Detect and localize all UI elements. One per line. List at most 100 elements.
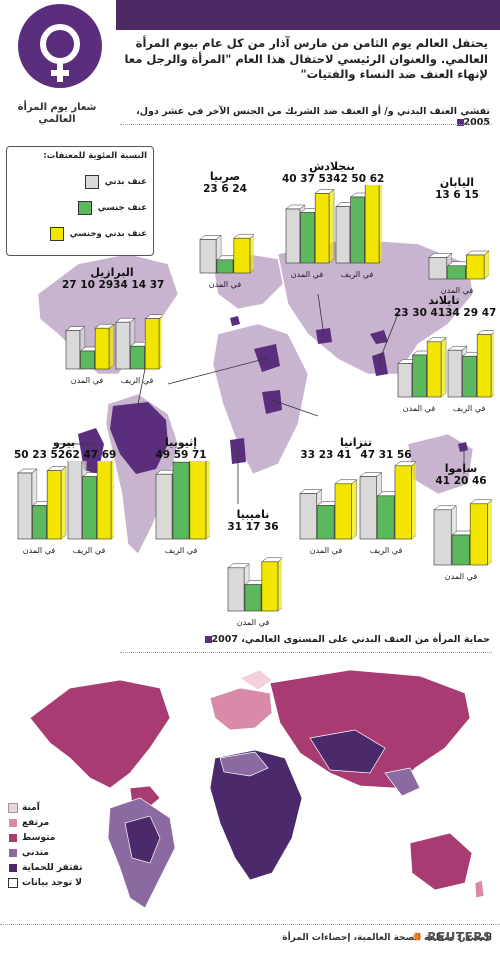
bar [335,206,351,264]
country-bar-chart: في المدن في الريف [299,461,418,555]
country-cluster: ناميبيا 31 17 36 في المدن [224,508,284,637]
country-bar-chart: في المدن في الريف [17,445,117,555]
country-bar-chart: في المدن [433,499,494,581]
bar [244,584,262,612]
legend-title: النسبة المئوية للمعنفات: [43,151,147,161]
bar [82,476,97,540]
legend-label: عنف بدني وجنسي [69,229,147,239]
bar [144,318,160,370]
country-cluster: بنجلادش 40 37 53 42 50 62 في المدن في الريف [282,160,385,289]
country-name: إثيوبيا [164,436,198,449]
bar-side [490,330,497,398]
logo-caption: شعار يوم المرأة العالمي [17,102,97,125]
divider [120,652,492,653]
bar-side [351,479,357,540]
setting-label: في المدن [209,280,242,289]
setting-label: في المدن [71,376,104,385]
country-cluster: بيرو 50 23 52 62 47 69 في المدن في الريف [14,436,117,565]
group-values: 31 17 36 [227,521,279,533]
swatch-icon [8,817,18,828]
cube-swatch-icon [49,227,64,241]
swatch-icon [8,802,18,813]
bar [394,465,412,540]
bullet-square-icon [456,119,464,126]
group-values: 47 31 56 [360,449,412,461]
bar [17,472,33,540]
bar-side [60,466,67,540]
protection-legend: آمنة مرتفع متوسط متدني تفتقر للحماية لا … [8,800,108,890]
bar [299,493,317,540]
bar [466,254,485,280]
setting-label: في الريف [370,546,403,555]
country-name: تنزانيا [340,436,372,449]
bar [172,461,190,540]
setting-label: في الريف [453,404,486,413]
bar-side [487,499,493,566]
bar-side [205,443,212,540]
group-values: 34 29 47 [445,307,497,319]
swatch-icon [8,847,18,858]
country-name: ناميبيا [236,508,270,521]
group-values: 34 14 37 [113,279,165,291]
bar [428,257,448,280]
country-cluster: إثيوبيا 49 59 71 في الريف [152,436,212,565]
country-name: صربيا [209,170,241,183]
divider [0,924,500,925]
legend-item-sexual: عنف جنسي [77,201,147,215]
bar-side [108,323,115,370]
bar [189,447,207,540]
swatch-icon [8,862,18,873]
bar-side [328,188,335,264]
country-bar-chart: في المدن في الريف [65,314,165,385]
bar [476,334,492,398]
legend-label: عنف جنسي [97,203,147,213]
country-name: بيرو [52,436,76,449]
bar-top [144,314,165,319]
section2-heading: حماية المرأة من العنف البدني على المستوى… [110,634,490,645]
bar [80,350,95,370]
bar [364,182,380,264]
bar [451,534,470,566]
bar [300,212,315,264]
bar [412,354,427,398]
bar [130,345,145,370]
bar-top [261,557,284,563]
setting-label: في المدن [445,572,478,581]
bar [155,473,173,540]
bullet-square-icon [204,636,212,643]
bar-side [378,178,385,264]
setting-label: في المدن [441,286,474,295]
group-values: 62 47 69 [65,449,117,461]
bar [261,561,279,612]
country-cluster: اليابان 13 6 15 في المدن [425,176,490,305]
country-cluster: تنزانيا 33 23 41 47 31 56 في المدن في الريف [296,436,418,565]
setting-label: في الريف [121,376,154,385]
bar [433,509,452,566]
country-name: ساموا [444,462,478,475]
bar-side [110,445,117,540]
group-values: 13 6 15 [435,189,479,201]
brand-text: REUTERS [427,930,493,944]
legend-label: تفتقر للحماية [22,862,83,873]
section2-heading-text: حماية المرأة من العنف البدني على المستوى… [211,634,490,645]
country-bar-chart: في المدن [199,233,256,289]
bar [216,259,234,274]
country-name: البرازيل [90,266,134,279]
legend-label: مرتفع [22,817,50,828]
group-values: 49 59 71 [155,449,207,461]
country-cluster: البرازيل 27 10 29 34 14 37 في المدن في الريف [62,266,165,395]
group-values: 42 50 62 [333,173,385,185]
group-values: 40 37 53 [282,173,334,185]
world-map-protection [10,658,492,920]
bar-side [483,250,490,280]
bar-side [249,233,256,274]
bar [469,503,488,566]
legend-label: لا توجد بيانات [22,877,82,888]
country-cluster: ساموا 41 20 46 في المدن [430,462,494,591]
swatch-icon [8,832,18,843]
country-bar-chart: في المدن [227,557,284,627]
country-name: بنجلادش [309,160,355,173]
top-banner [108,0,500,30]
legend-label: عنف بدني [104,177,147,187]
country-bar-chart: في المدن في الريف [285,178,385,279]
